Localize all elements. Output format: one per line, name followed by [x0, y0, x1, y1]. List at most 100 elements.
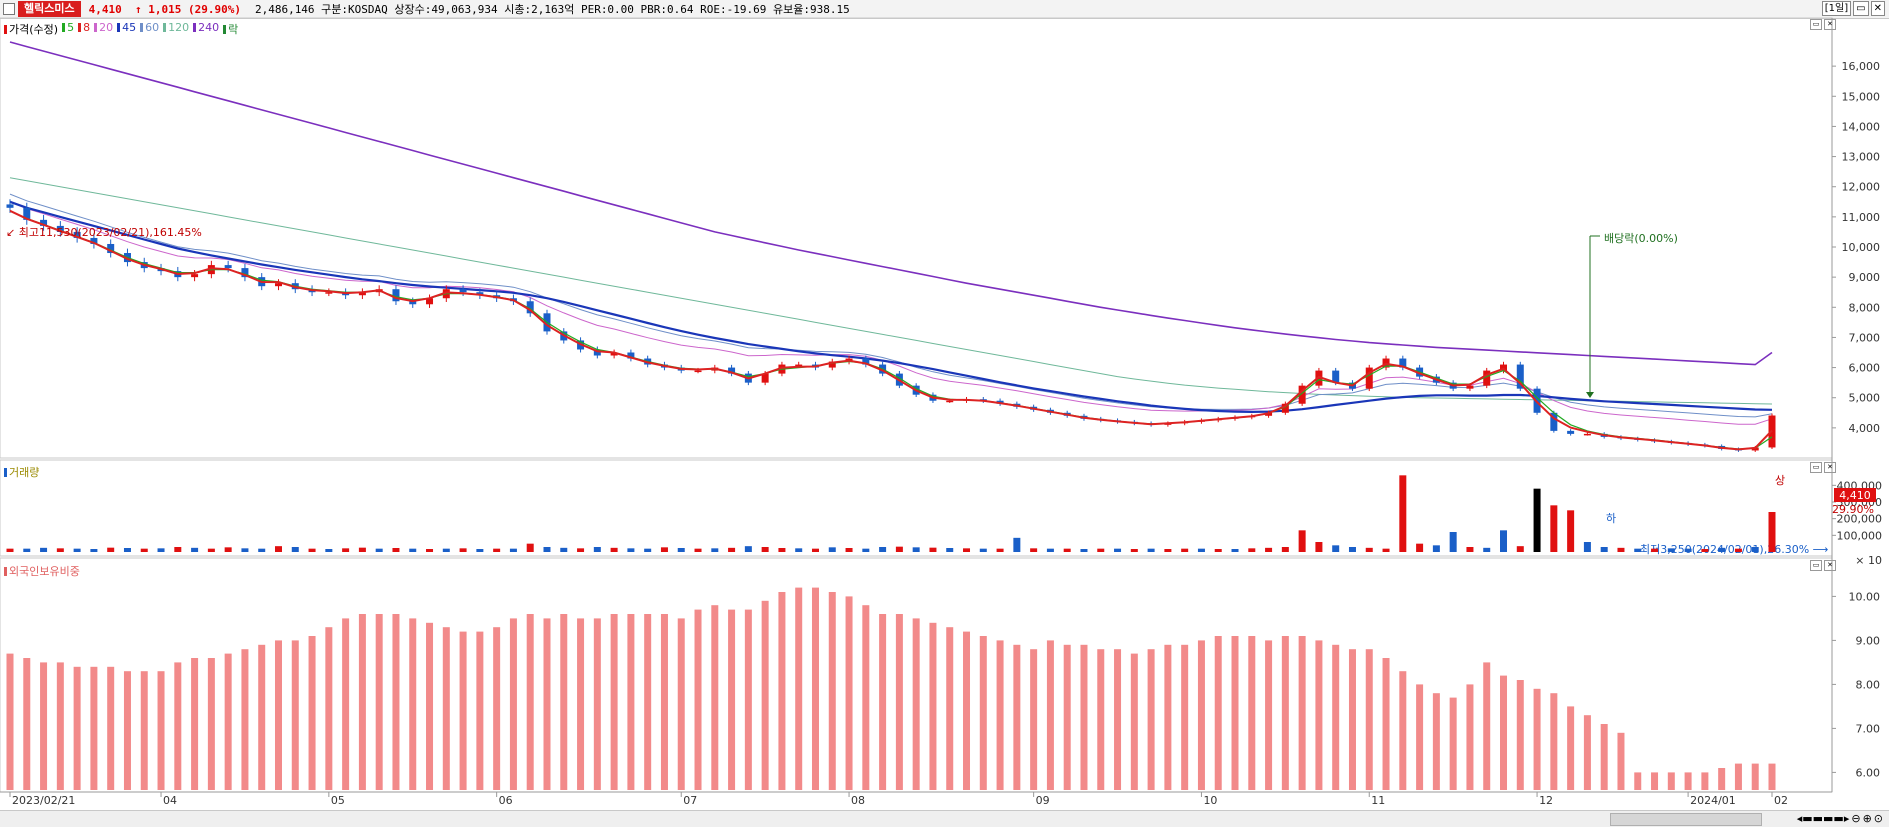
- candle-body: [358, 292, 366, 296]
- candle-body: [526, 301, 534, 314]
- foreign-bar: [1734, 763, 1742, 790]
- volume-bar: [308, 548, 316, 552]
- volume-bar: [526, 543, 534, 552]
- volume-bar: [1634, 548, 1642, 552]
- foreign-bar: [392, 614, 400, 790]
- volume-bar: [1449, 532, 1457, 552]
- period-button[interactable]: [1일]: [1821, 1, 1852, 16]
- legend-item[interactable]: 240: [193, 21, 219, 37]
- volume-bar: [207, 548, 215, 552]
- foreign-bar: [1046, 640, 1054, 790]
- foreign-bar: [744, 609, 752, 790]
- volume-bar: [795, 548, 803, 552]
- foreign-y-tick-label: 6.00: [1856, 766, 1881, 779]
- volume-bar: [560, 547, 568, 552]
- volume-bar: [946, 548, 954, 552]
- foreign-panel-minimize-icon[interactable]: ▭: [1810, 560, 1822, 571]
- zoom-reset-icon[interactable]: ⊙: [1873, 812, 1883, 825]
- candle-body: [828, 361, 836, 368]
- zoom-out-icon[interactable]: ⊖: [1851, 812, 1861, 825]
- zoom-in-icon[interactable]: ⊕: [1862, 812, 1872, 825]
- candle-body: [426, 298, 434, 305]
- candle-body: [1567, 430, 1575, 434]
- foreign-bar: [73, 666, 81, 790]
- foreign-bar: [610, 614, 618, 790]
- price-y-tick-label: 15,000: [1842, 90, 1881, 103]
- legend-item[interactable]: 8: [78, 21, 90, 37]
- foreign-bar: [660, 614, 668, 790]
- volume-panel-minimize-icon[interactable]: ▭: [1810, 462, 1822, 473]
- minimize-icon[interactable]: ▭: [1853, 1, 1869, 16]
- ma8-line: [9, 209, 1773, 451]
- legend-item[interactable]: 45: [117, 21, 136, 37]
- legend-item[interactable]: 20: [94, 21, 113, 37]
- foreign-bar: [963, 631, 971, 790]
- foreign-bar: [1164, 644, 1172, 790]
- volume-bar: [476, 549, 484, 552]
- volume-panel-close-icon[interactable]: ✕: [1824, 462, 1836, 473]
- volume-bar: [1583, 542, 1591, 552]
- price-y-tick-label: 8,000: [1849, 301, 1881, 314]
- scrollbar-thumb[interactable]: [1610, 813, 1762, 826]
- candle-body: [476, 292, 484, 296]
- volume-bar: [1416, 543, 1424, 552]
- foreign-bar: [1281, 636, 1289, 790]
- select-checkbox[interactable]: [3, 3, 15, 15]
- candle-body: [627, 352, 635, 359]
- foreign-bar: [1701, 772, 1709, 790]
- foreign-bar: [1768, 763, 1776, 790]
- foreign-bar: [577, 618, 585, 790]
- foreign-panel-close-icon[interactable]: ✕: [1824, 560, 1836, 571]
- stock-name[interactable]: 헬릭스미스: [18, 1, 81, 17]
- volume-bar: [1147, 548, 1155, 552]
- price-panel-minimize-icon[interactable]: ▭: [1810, 19, 1822, 30]
- foreign-bar: [1600, 724, 1608, 790]
- volume-bar: [375, 548, 383, 552]
- volume-bar: [1365, 547, 1373, 552]
- volume-bar: [728, 547, 736, 552]
- volume-bar: [409, 548, 417, 552]
- legend-item[interactable]: 5: [62, 21, 74, 37]
- volume-bar: [258, 548, 266, 552]
- volume-bar: [325, 549, 333, 552]
- foreign-bar: [1147, 649, 1155, 790]
- volume-bar: [23, 548, 31, 552]
- foreign-bar: [6, 653, 14, 790]
- foreign-bar: [1332, 644, 1340, 790]
- foreign-bar: [1348, 649, 1356, 790]
- volume-bar: [1684, 548, 1692, 552]
- candle-body: [40, 219, 48, 226]
- foreign-bar: [191, 658, 199, 790]
- foreign-bar: [1214, 636, 1222, 790]
- foreign-bar: [375, 614, 383, 790]
- volume-bar: [1248, 548, 1256, 552]
- candle-body: [1399, 358, 1407, 368]
- legend-item[interactable]: 락: [223, 21, 238, 37]
- price-panel-close-icon[interactable]: ✕: [1824, 19, 1836, 30]
- close-icon[interactable]: ✕: [1870, 1, 1885, 16]
- foreign-bar: [862, 605, 870, 790]
- current-change-label: 29.90%: [1832, 503, 1874, 516]
- candle-body: [1583, 433, 1591, 436]
- chart-scrollbar[interactable]: ◂▬▬▬▬▸ ⊖ ⊕ ⊙: [0, 810, 1889, 827]
- foreign-bar: [1718, 768, 1726, 790]
- stock-price-change: 4,410 ↑ 1,015 (29.90%): [89, 3, 241, 16]
- candle-body: [761, 373, 769, 383]
- foreign-bar: [879, 614, 887, 790]
- volume-bar: [1130, 549, 1138, 552]
- volume-bar: [979, 548, 987, 552]
- zoom-slider-icon[interactable]: ◂▬▬▬▬▸: [1796, 812, 1850, 825]
- foreign-bar: [1181, 644, 1189, 790]
- volume-bar: [274, 546, 282, 552]
- volume-bar: [1734, 548, 1742, 552]
- legend-item[interactable]: 120: [163, 21, 189, 37]
- volume-bar: [711, 548, 719, 552]
- volume-bar: [577, 548, 585, 552]
- volume-bar: [677, 548, 685, 552]
- price-legend: 가격(수정) 5 8 20 45 60 120 240 락: [4, 21, 238, 37]
- legend-item[interactable]: 60: [140, 21, 159, 37]
- foreign-bar: [1583, 715, 1591, 790]
- ma240-line: [9, 41, 1773, 366]
- foreign-bar: [157, 671, 165, 790]
